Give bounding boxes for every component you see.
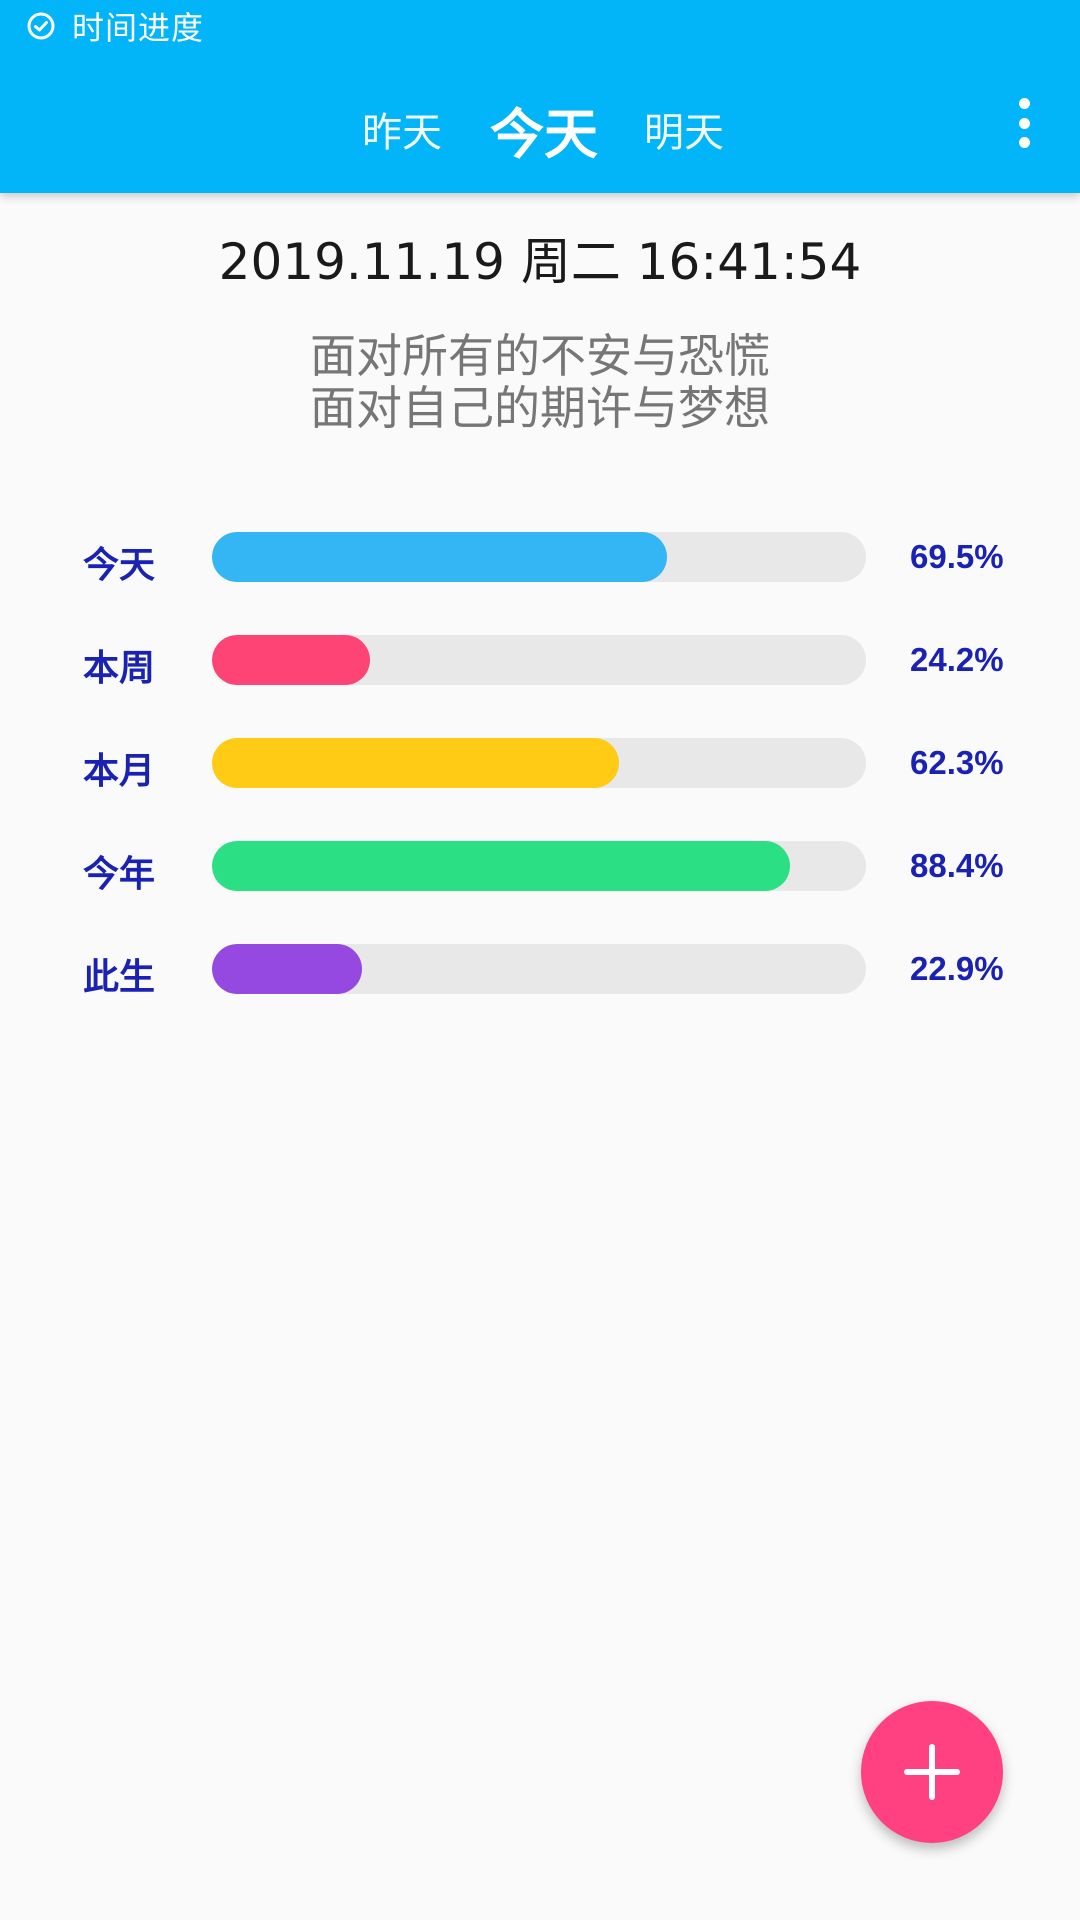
progress-track xyxy=(212,944,866,994)
progress-row-today: 今天 69.5% xyxy=(0,532,1080,586)
motto-line-1: 面对所有的不安与恐慌 xyxy=(310,329,770,383)
tab-today[interactable]: 今天 xyxy=(490,103,598,166)
progress-value: 62.3% xyxy=(910,744,1004,781)
progress-value: 88.4% xyxy=(910,847,1004,884)
progress-value: 24.2% xyxy=(910,641,1004,678)
progress-fill xyxy=(212,841,791,891)
app-bar: 时间进度 昨天 今天 明天 xyxy=(0,0,1080,193)
progress-track xyxy=(212,841,866,891)
tab-yesterday[interactable]: 昨天 xyxy=(362,110,442,156)
status-bar: 时间进度 xyxy=(26,6,205,47)
progress-row-year: 今年 88.4% xyxy=(0,841,1080,895)
day-tabs: 昨天 今天 明天 xyxy=(0,88,1080,166)
progress-row-week: 本周 24.2% xyxy=(0,635,1080,689)
more-vertical-icon[interactable] xyxy=(1014,98,1034,148)
progress-label: 本月 xyxy=(83,751,156,792)
motto-line-2: 面对自己的期许与梦想 xyxy=(310,381,770,435)
motto: 面对所有的不安与恐慌 面对自己的期许与梦想 xyxy=(0,330,1080,434)
progress-fill xyxy=(212,738,620,788)
add-button[interactable] xyxy=(861,1701,1003,1843)
progress-track xyxy=(212,532,866,582)
progress-track xyxy=(212,635,866,685)
check-circle-icon xyxy=(26,11,56,41)
app-title: 时间进度 xyxy=(72,9,205,47)
progress-label: 今年 xyxy=(83,854,156,895)
progress-label: 本周 xyxy=(83,648,156,689)
progress-row-month: 本月 62.3% xyxy=(0,738,1080,792)
progress-label: 此生 xyxy=(83,957,156,998)
progress-row-life: 此生 22.9% xyxy=(0,944,1080,998)
progress-value: 69.5% xyxy=(910,538,1004,575)
tab-tomorrow[interactable]: 明天 xyxy=(644,110,724,156)
progress-fill xyxy=(212,635,371,685)
progress-track xyxy=(212,738,866,788)
progress-label: 今天 xyxy=(83,545,156,586)
progress-value: 22.9% xyxy=(910,950,1004,987)
progress-fill xyxy=(212,532,667,582)
current-datetime: 2019.11.19 周二 16:41:54 xyxy=(218,233,862,291)
progress-fill xyxy=(212,944,362,994)
